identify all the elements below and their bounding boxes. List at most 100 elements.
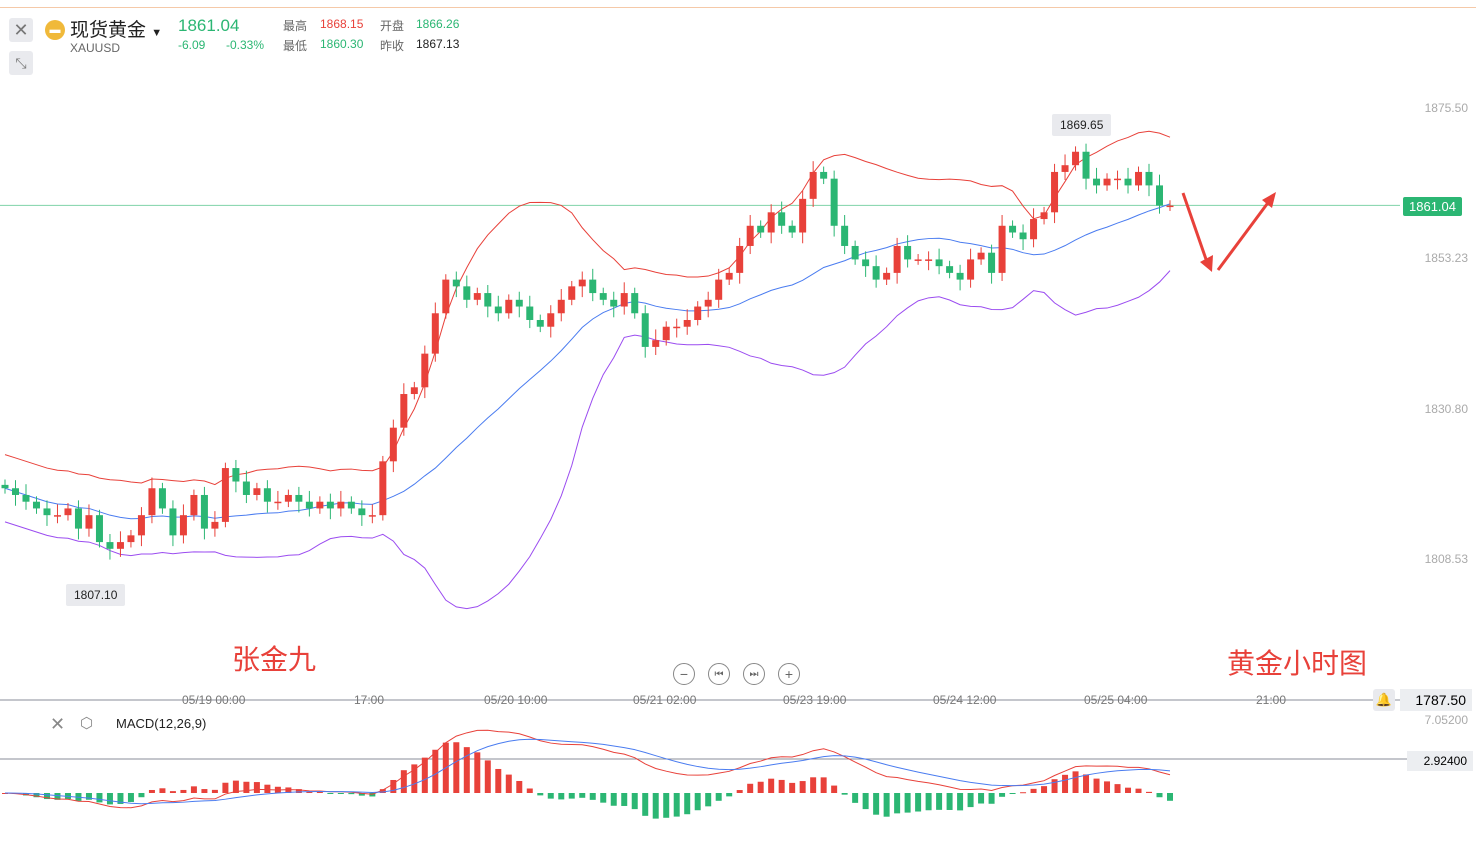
close-icon[interactable]: ✕ xyxy=(9,18,33,42)
candle-body xyxy=(53,515,61,517)
candle-body xyxy=(935,259,943,267)
macd-histogram-bar xyxy=(243,781,250,793)
candle-body xyxy=(830,178,838,226)
candle-body xyxy=(295,494,303,502)
macd-histogram-bar xyxy=(411,764,418,793)
candle-body xyxy=(820,171,828,179)
candle-body xyxy=(347,501,355,509)
macd-histogram-bar xyxy=(285,787,292,793)
candle-body xyxy=(32,501,40,509)
candle-body xyxy=(767,212,775,233)
macd-histogram-bar xyxy=(1125,787,1132,793)
macd-histogram-bar xyxy=(684,793,691,815)
macd-histogram-bar xyxy=(54,793,61,800)
macd-histogram-bar xyxy=(306,791,313,793)
next-button[interactable]: ⏭ xyxy=(743,663,765,685)
candle-body xyxy=(1135,171,1143,186)
macd-histogram-bar xyxy=(159,788,166,793)
macd-histogram-bar xyxy=(180,789,187,793)
macd-histogram-bar xyxy=(600,793,607,803)
candle-body xyxy=(893,245,901,273)
zoom-out-button[interactable]: − xyxy=(673,663,695,685)
candle-body xyxy=(1093,178,1101,186)
bell-icon[interactable]: 🔔 xyxy=(1373,689,1395,711)
macd-histogram-bar xyxy=(43,793,50,800)
macd-histogram-bar xyxy=(558,793,565,800)
candle-body xyxy=(106,542,114,549)
down-arrow-head xyxy=(1200,255,1213,272)
candle-body xyxy=(494,306,502,314)
current-price: 1861.04 xyxy=(178,16,240,35)
candle-body xyxy=(799,198,807,233)
macd-histogram-bar xyxy=(358,793,365,796)
candle-body xyxy=(547,313,555,327)
zoom-in-button[interactable]: + xyxy=(778,663,800,685)
candle-body xyxy=(725,272,733,280)
candle-body xyxy=(116,542,124,549)
candle-body xyxy=(757,225,765,233)
candle-body xyxy=(242,481,250,495)
candle-body xyxy=(641,313,649,347)
macd-histogram-bar xyxy=(1093,778,1100,793)
candle-body xyxy=(1009,225,1017,233)
candle-body xyxy=(956,272,964,280)
candle-body xyxy=(64,508,72,516)
macd-histogram-bar xyxy=(1083,774,1090,793)
macd-histogram-bar xyxy=(757,781,764,793)
macd-histogram-bar xyxy=(505,774,512,793)
bottom-price-tag: 1787.50 xyxy=(1400,689,1472,711)
instrument-name: 现货黄金 xyxy=(70,20,147,41)
macd-histogram-bar xyxy=(831,785,838,793)
collapse-icon[interactable]: ⤡ xyxy=(9,51,33,75)
caret-down-icon: ▼ xyxy=(151,27,163,39)
macd-histogram-bar xyxy=(610,793,617,806)
symbol: XAUUSD xyxy=(70,41,121,55)
macd-histogram-bar xyxy=(211,789,218,793)
macd-histogram-bar xyxy=(673,793,680,817)
candle-body xyxy=(536,319,544,327)
macd-histogram-bar xyxy=(904,793,911,813)
macd-histogram-bar xyxy=(1104,781,1111,793)
macd-histogram-bar xyxy=(516,780,523,793)
up-arrow-annotation xyxy=(1216,199,1272,271)
candle-body xyxy=(788,225,796,233)
gold-bar-icon: ▬ xyxy=(45,20,65,40)
macd-histogram-bar xyxy=(222,782,229,793)
instrument-selector[interactable]: 现货黄金 ▼ xyxy=(70,15,162,42)
macd-histogram-bar xyxy=(957,793,964,811)
macd-histogram-bar xyxy=(127,793,134,802)
candle-body xyxy=(1,484,9,489)
macd-histogram-bar xyxy=(778,779,785,793)
candle-body xyxy=(169,508,177,536)
settings-icon[interactable]: ⬡ xyxy=(80,715,94,732)
macd-histogram-bar xyxy=(85,793,92,800)
macd-histogram-bar xyxy=(33,793,40,798)
candle-body xyxy=(862,259,870,267)
macd-histogram-bar xyxy=(873,793,880,815)
macd-histogram-bar xyxy=(327,793,334,794)
open-value: 1866.26 xyxy=(416,17,460,31)
macd-histogram-bar xyxy=(747,783,754,793)
macd-histogram-bar xyxy=(1072,771,1079,793)
candle-body xyxy=(1124,178,1132,186)
candle-body xyxy=(221,468,229,522)
prev-button[interactable]: ⏮ xyxy=(708,663,730,685)
candle-body xyxy=(452,279,460,287)
candle-body xyxy=(473,293,481,300)
macd-histogram-bar xyxy=(568,793,575,799)
x-tick: 05/19 00:00 xyxy=(182,693,246,707)
candle-body xyxy=(148,488,156,516)
close-indicator-icon[interactable]: ✕ xyxy=(50,714,66,734)
macd-histogram-bar xyxy=(337,793,344,794)
macd-histogram-bar xyxy=(621,793,628,806)
candle-body xyxy=(74,508,82,529)
candle-body xyxy=(1103,178,1111,186)
candle-body xyxy=(568,286,576,300)
macd-histogram-bar xyxy=(253,782,260,793)
macd-histogram-bar xyxy=(1051,779,1058,793)
candle-body xyxy=(694,306,702,320)
top-border xyxy=(0,7,1476,8)
macd-histogram-bar xyxy=(642,793,649,816)
macd-histogram-bar xyxy=(1167,793,1173,801)
